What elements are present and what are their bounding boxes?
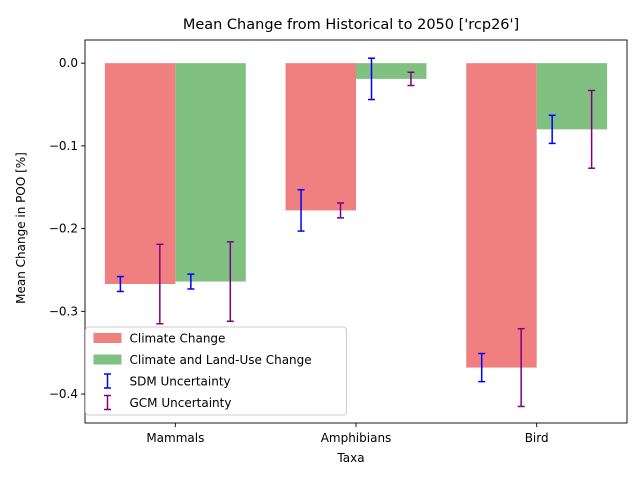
bar-climate-change-bird <box>466 63 537 368</box>
gcm-error-bar-climate-change-bird <box>517 327 525 408</box>
sdm-error-bar-climate-change-amphibians <box>297 188 305 232</box>
bar-climate-change-mammals <box>104 63 176 285</box>
legend-item-climate-change: Climate Change <box>93 332 226 346</box>
legend-label: GCM Uncertainty <box>130 396 232 410</box>
chart-title: Mean Change from Historical to 2050 ['rc… <box>183 17 519 33</box>
bar-climate-landuse-mammals <box>175 63 246 282</box>
legend-swatch <box>93 354 122 365</box>
y-axis-label: Mean Change in POO [%] <box>14 152 28 304</box>
y-tick-label: −0.4 <box>49 387 78 401</box>
legend-label: SDM Uncertainty <box>130 375 231 389</box>
gcm-error-bar-climate-landuse-bird <box>588 89 596 169</box>
sdm-error-bar-climate-landuse-amphibians <box>368 57 376 101</box>
legend: Climate Change Climate and Land-Use Chang… <box>85 326 347 416</box>
bar-climate-landuse-bird <box>536 63 608 130</box>
x-tick-label-amphibians: Amphibians <box>321 431 392 445</box>
bar-climate-change-amphibians <box>285 63 356 211</box>
gcm-error-bar-climate-change-mammals <box>156 243 164 325</box>
sdm-error-bar-climate-landuse-bird <box>548 114 556 145</box>
sdm-error-bar-climate-change-mammals <box>116 275 124 293</box>
y-tick-label: −0.1 <box>49 139 78 153</box>
legend-item-climate-and-land-use-change: Climate and Land-Use Change <box>93 353 312 367</box>
gcm-error-bar-climate-change-amphibians <box>336 202 344 219</box>
x-tick-label-bird: Bird <box>525 431 549 445</box>
sdm-error-bar-climate-change-bird <box>478 352 486 383</box>
y-tick-label: −0.2 <box>49 222 78 236</box>
legend-item-gcm-uncertainty: GCM Uncertainty <box>104 394 232 411</box>
bar-climate-landuse-amphibians <box>356 63 427 79</box>
legend-label: Climate Change <box>130 332 226 346</box>
y-tick-label: −0.3 <box>49 304 78 318</box>
x-tick-label-mammals: Mammals <box>146 431 204 445</box>
gcm-error-bar-climate-landuse-amphibians <box>407 71 415 87</box>
legend-frame <box>85 326 347 416</box>
gcm-error-bar-climate-landuse-mammals <box>226 241 234 323</box>
legend-swatch <box>93 333 122 343</box>
legend-label: Climate and Land-Use Change <box>130 353 312 367</box>
sdm-error-bar-climate-landuse-mammals <box>187 273 195 290</box>
x-axis-label: Taxa <box>336 451 364 465</box>
y-tick-label: 0.0 <box>59 56 78 70</box>
legend-item-sdm-uncertainty: SDM Uncertainty <box>104 373 231 389</box>
